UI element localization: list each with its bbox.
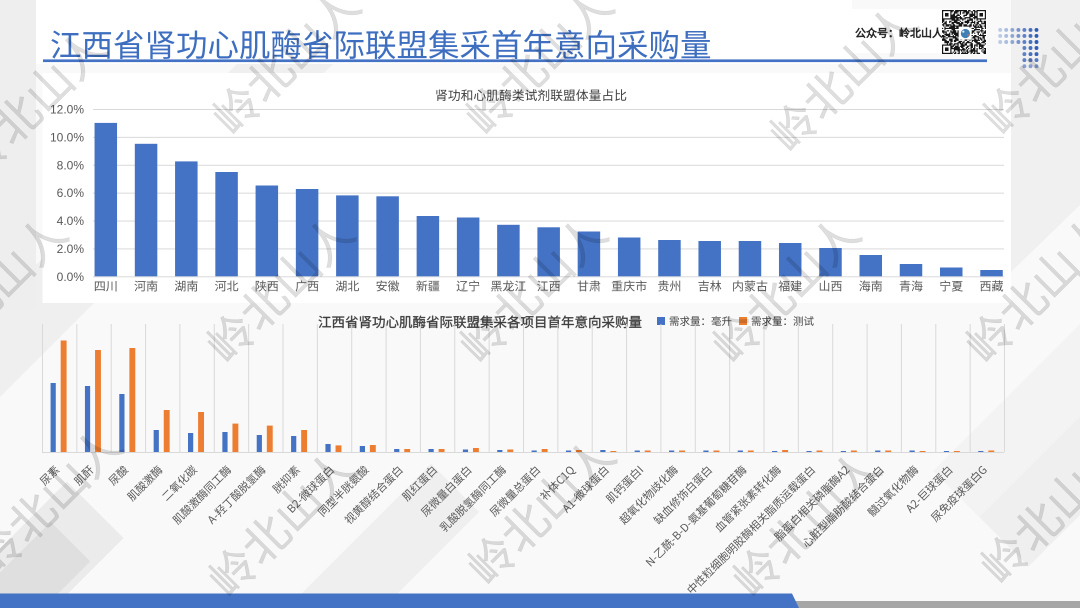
svg-text:10.0%: 10.0% [50,130,84,144]
svg-text:12.0%: 12.0% [50,103,84,117]
svg-text:2.0%: 2.0% [57,242,85,256]
svg-text:6.0%: 6.0% [57,186,85,200]
svg-text:4.0%: 4.0% [57,214,85,228]
svg-text:8.0%: 8.0% [57,158,85,172]
svg-text:0.0%: 0.0% [57,270,85,284]
